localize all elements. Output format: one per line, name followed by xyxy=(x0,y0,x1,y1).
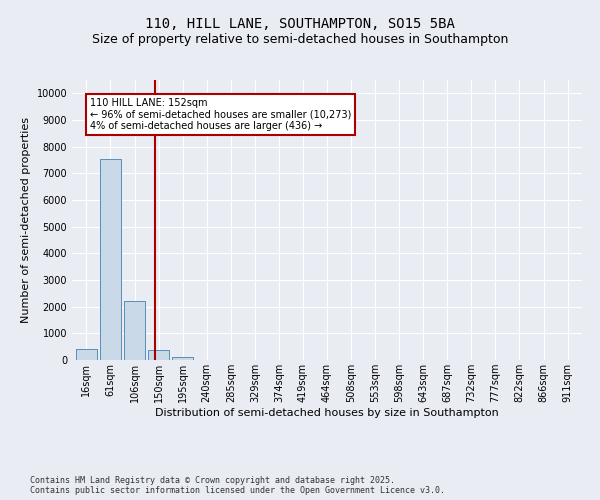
Bar xyxy=(124,301,145,360)
Y-axis label: Number of semi-detached properties: Number of semi-detached properties xyxy=(21,117,31,323)
Bar xyxy=(100,158,121,360)
Text: 110, HILL LANE, SOUTHAMPTON, SO15 5BA: 110, HILL LANE, SOUTHAMPTON, SO15 5BA xyxy=(145,18,455,32)
Bar xyxy=(172,357,193,360)
Bar xyxy=(76,348,97,360)
Text: Contains HM Land Registry data © Crown copyright and database right 2025.
Contai: Contains HM Land Registry data © Crown c… xyxy=(30,476,445,495)
Text: Size of property relative to semi-detached houses in Southampton: Size of property relative to semi-detach… xyxy=(92,32,508,46)
Bar xyxy=(148,350,169,360)
Text: 110 HILL LANE: 152sqm
← 96% of semi-detached houses are smaller (10,273)
4% of s: 110 HILL LANE: 152sqm ← 96% of semi-deta… xyxy=(90,98,352,132)
X-axis label: Distribution of semi-detached houses by size in Southampton: Distribution of semi-detached houses by … xyxy=(155,408,499,418)
